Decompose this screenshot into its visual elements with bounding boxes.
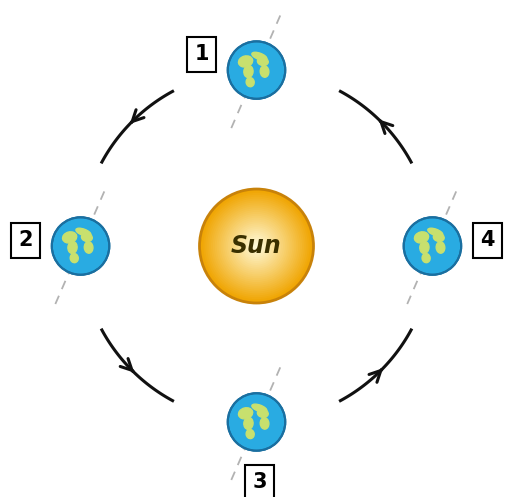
Circle shape: [404, 217, 461, 275]
Circle shape: [253, 242, 260, 250]
Ellipse shape: [70, 253, 78, 263]
Text: 3: 3: [252, 472, 267, 493]
Circle shape: [211, 200, 302, 292]
Ellipse shape: [433, 233, 444, 242]
Circle shape: [216, 206, 297, 286]
Text: 4: 4: [480, 230, 495, 250]
Ellipse shape: [68, 242, 77, 253]
Circle shape: [234, 223, 279, 269]
Ellipse shape: [428, 228, 443, 236]
Text: 2: 2: [18, 230, 33, 250]
Circle shape: [215, 204, 298, 288]
Circle shape: [205, 195, 308, 297]
Ellipse shape: [82, 233, 92, 242]
Circle shape: [200, 189, 313, 303]
Circle shape: [226, 216, 287, 276]
Circle shape: [245, 235, 268, 257]
Circle shape: [254, 244, 259, 248]
Ellipse shape: [436, 242, 445, 253]
Circle shape: [249, 239, 264, 253]
Ellipse shape: [252, 404, 267, 412]
Ellipse shape: [239, 408, 253, 419]
Circle shape: [224, 214, 289, 278]
Circle shape: [222, 212, 291, 280]
Circle shape: [241, 231, 272, 261]
Circle shape: [202, 191, 311, 301]
Ellipse shape: [246, 78, 254, 87]
Ellipse shape: [260, 417, 269, 429]
Circle shape: [228, 41, 285, 99]
Circle shape: [247, 237, 266, 255]
Circle shape: [230, 219, 283, 273]
Ellipse shape: [258, 57, 268, 66]
Ellipse shape: [63, 232, 77, 243]
Ellipse shape: [239, 56, 253, 67]
Circle shape: [232, 221, 281, 271]
Ellipse shape: [415, 232, 428, 243]
Circle shape: [228, 393, 285, 451]
Ellipse shape: [252, 52, 267, 60]
Ellipse shape: [420, 242, 429, 253]
Text: Sun: Sun: [231, 234, 282, 258]
Ellipse shape: [258, 409, 268, 417]
Circle shape: [221, 210, 292, 282]
Ellipse shape: [76, 228, 91, 236]
Circle shape: [213, 202, 300, 290]
Circle shape: [209, 198, 304, 294]
Circle shape: [238, 227, 275, 265]
Circle shape: [243, 233, 270, 259]
Circle shape: [240, 229, 273, 263]
Ellipse shape: [246, 429, 254, 439]
Circle shape: [219, 208, 294, 284]
Ellipse shape: [422, 253, 430, 263]
Ellipse shape: [260, 66, 269, 77]
Circle shape: [228, 218, 285, 274]
Circle shape: [235, 225, 278, 267]
Ellipse shape: [244, 66, 253, 78]
Ellipse shape: [244, 417, 253, 429]
Circle shape: [251, 241, 262, 251]
Text: 1: 1: [194, 44, 209, 64]
Circle shape: [52, 217, 109, 275]
Ellipse shape: [84, 242, 93, 253]
Circle shape: [203, 193, 310, 299]
Circle shape: [207, 197, 306, 295]
